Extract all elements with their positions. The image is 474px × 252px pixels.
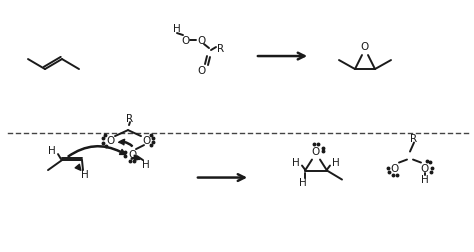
Text: H: H bbox=[81, 169, 89, 179]
Text: H: H bbox=[292, 157, 300, 167]
Text: H: H bbox=[299, 177, 307, 187]
Text: H: H bbox=[332, 157, 340, 167]
Text: H: H bbox=[421, 174, 429, 184]
FancyArrowPatch shape bbox=[68, 146, 126, 157]
FancyArrowPatch shape bbox=[75, 165, 81, 171]
Text: O: O bbox=[421, 163, 429, 173]
Text: O: O bbox=[106, 136, 114, 145]
Text: R: R bbox=[410, 133, 418, 143]
Text: O: O bbox=[181, 36, 189, 46]
Text: R: R bbox=[127, 114, 134, 123]
Text: O: O bbox=[361, 42, 369, 52]
Text: O: O bbox=[197, 66, 205, 76]
Text: R: R bbox=[218, 44, 225, 54]
Text: O: O bbox=[391, 163, 399, 173]
Text: O: O bbox=[142, 136, 150, 145]
Text: H: H bbox=[48, 145, 56, 155]
FancyArrowPatch shape bbox=[131, 155, 140, 161]
Text: O: O bbox=[312, 146, 320, 156]
FancyArrowPatch shape bbox=[118, 140, 133, 147]
Text: O: O bbox=[128, 149, 136, 160]
Text: H: H bbox=[173, 24, 181, 34]
Text: O: O bbox=[197, 36, 205, 46]
Text: H: H bbox=[142, 160, 150, 169]
